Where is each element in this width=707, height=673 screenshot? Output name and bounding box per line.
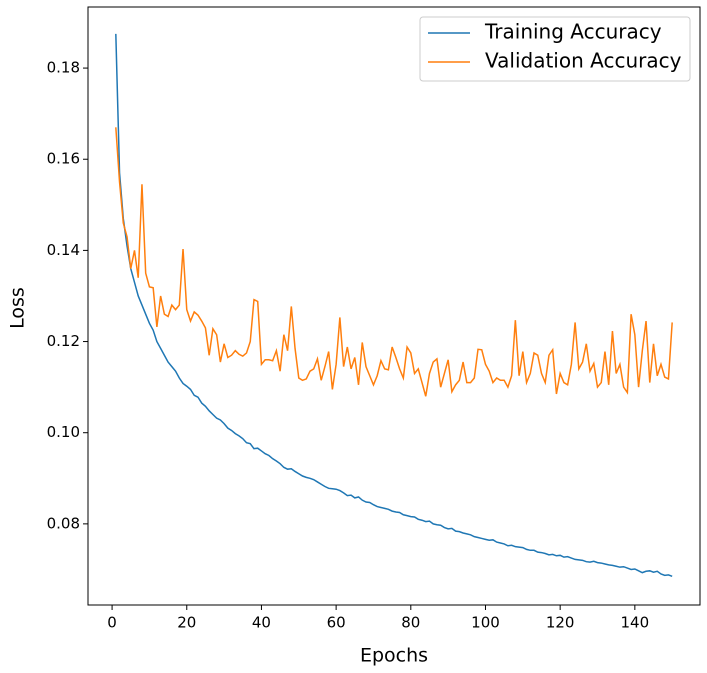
x-tick-label: 0 [107,614,117,632]
legend-label: Validation Accuracy [485,49,682,73]
x-tick-label: 20 [177,614,196,632]
y-tick-label: 0.08 [47,514,80,532]
y-tick-label: 0.12 [47,332,80,350]
data-line [115,127,673,397]
legend-box [419,16,691,82]
data-line [115,33,673,577]
x-tick-label: 120 [546,614,575,632]
y-tick-label: 0.16 [47,150,80,168]
x-tick-label: 140 [621,614,650,632]
x-tick-label: 40 [252,614,271,632]
x-axis-label: Epochs [360,645,428,667]
y-tick-label: 0.14 [47,241,80,259]
x-tick-label: 100 [471,614,500,632]
y-axis-label: Loss [7,287,29,329]
y-tick-label: 0.10 [47,423,80,441]
plot-frame [87,6,701,606]
x-tick-label: 60 [327,614,346,632]
y-tick-label: 0.18 [47,59,80,77]
x-tick-label: 80 [401,614,420,632]
legend-label: Training Accuracy [484,20,662,44]
